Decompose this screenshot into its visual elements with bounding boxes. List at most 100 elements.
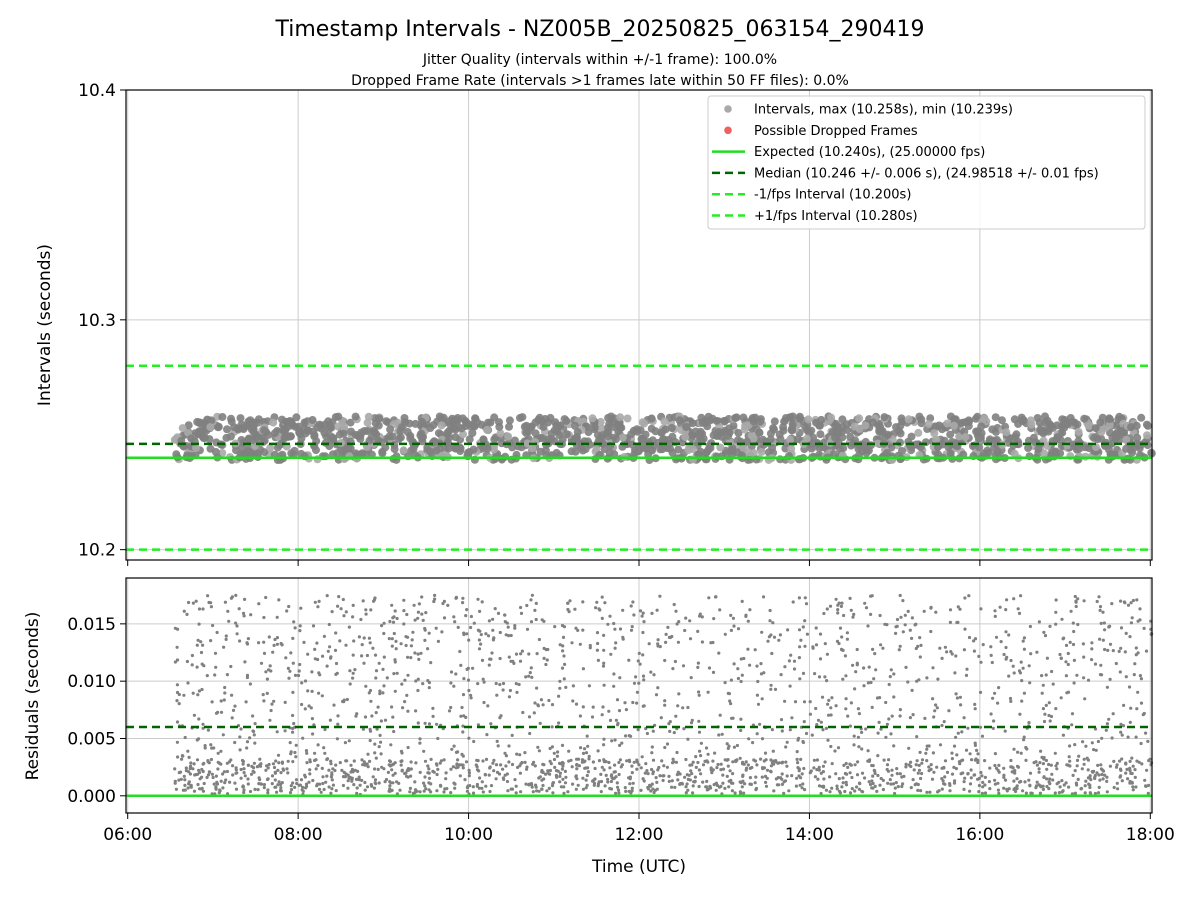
interval-point: [481, 439, 490, 448]
residual-point: [980, 734, 985, 738]
residual-point: [625, 759, 629, 763]
residual-point: [406, 655, 410, 659]
residual-point: [889, 782, 893, 786]
residual-point: [192, 762, 196, 766]
interval-point: [862, 449, 871, 458]
residual-point: [844, 697, 848, 701]
residual-point: [613, 627, 617, 631]
residual-point: [728, 769, 732, 773]
residual-point: [997, 791, 1001, 795]
residual-point: [409, 656, 413, 660]
residual-point: [461, 724, 465, 728]
residual-point: [1145, 768, 1149, 772]
residual-point: [889, 668, 893, 672]
residual-point: [505, 621, 509, 625]
residual-point: [176, 627, 180, 631]
residual-point: [307, 704, 311, 708]
residual-point: [378, 689, 382, 693]
residual-point: [696, 665, 700, 670]
residual-point: [962, 716, 966, 720]
residual-point: [656, 768, 660, 772]
residual-point: [289, 750, 293, 754]
residual-point: [581, 751, 586, 756]
residual-point: [400, 768, 404, 772]
residual-point: [297, 783, 301, 787]
residual-point: [845, 631, 850, 635]
residual-point: [610, 739, 614, 743]
residual-point: [304, 782, 309, 786]
residual-point: [866, 681, 871, 685]
residual-point: [897, 648, 901, 652]
residual-point: [288, 791, 293, 795]
interval-point: [965, 417, 973, 426]
intervals-points: [170, 412, 1156, 464]
residual-point: [955, 696, 960, 700]
residual-point: [981, 643, 985, 647]
residual-point: [239, 776, 243, 780]
residual-point: [977, 790, 981, 794]
interval-point: [990, 436, 998, 445]
residual-point: [513, 778, 517, 782]
residual-point: [975, 748, 979, 753]
residual-point: [561, 764, 565, 768]
residual-point: [730, 716, 734, 720]
residual-point: [357, 775, 361, 779]
residual-point: [836, 603, 840, 607]
residual-point: [1134, 653, 1138, 657]
residual-point: [551, 791, 555, 795]
residual-point: [418, 737, 422, 741]
residual-point: [519, 605, 523, 610]
residual-point: [962, 787, 966, 792]
residual-point: [828, 790, 832, 794]
residual-point: [555, 754, 560, 758]
residual-point: [364, 612, 368, 616]
interval-point: [1009, 441, 1018, 450]
residual-point: [315, 782, 320, 786]
residual-point: [561, 649, 565, 653]
residual-point: [936, 790, 940, 794]
residual-point: [731, 616, 736, 620]
residual-point: [228, 780, 232, 784]
residual-point: [545, 789, 549, 793]
residual-point: [573, 607, 577, 611]
residual-point: [355, 786, 359, 790]
residual-point: [313, 600, 317, 604]
residual-point: [1054, 598, 1058, 602]
interval-point: [266, 443, 275, 452]
residual-point: [362, 661, 366, 665]
residual-point: [199, 640, 203, 644]
residual-point: [1042, 719, 1047, 724]
residual-point: [173, 781, 177, 785]
residual-point: [591, 760, 596, 764]
residual-point: [614, 775, 618, 779]
residual-point: [841, 648, 845, 653]
residual-point: [1019, 751, 1023, 755]
residual-point: [1119, 730, 1123, 734]
residual-point: [217, 791, 221, 795]
residual-point: [325, 774, 329, 778]
residual-point: [599, 779, 604, 784]
residual-point: [862, 666, 866, 670]
residual-point: [258, 764, 263, 768]
residual-point: [989, 645, 993, 649]
residual-point: [916, 644, 920, 649]
residual-point: [427, 631, 431, 635]
residual-point: [677, 620, 681, 624]
residual-point: [787, 789, 791, 793]
residual-point: [360, 778, 364, 783]
residual-point: [547, 698, 551, 703]
interval-point: [1040, 449, 1049, 458]
residual-point: [306, 689, 310, 693]
residual-point: [1071, 642, 1076, 647]
residual-point: [853, 687, 857, 691]
residual-point: [817, 675, 822, 679]
residual-point: [316, 605, 320, 609]
interval-point: [616, 413, 625, 422]
residual-point: [674, 714, 678, 718]
residual-point: [421, 618, 425, 623]
residual-point: [1022, 647, 1026, 651]
interval-point: [931, 423, 940, 432]
interval-point: [757, 447, 766, 456]
residual-point: [614, 718, 619, 722]
